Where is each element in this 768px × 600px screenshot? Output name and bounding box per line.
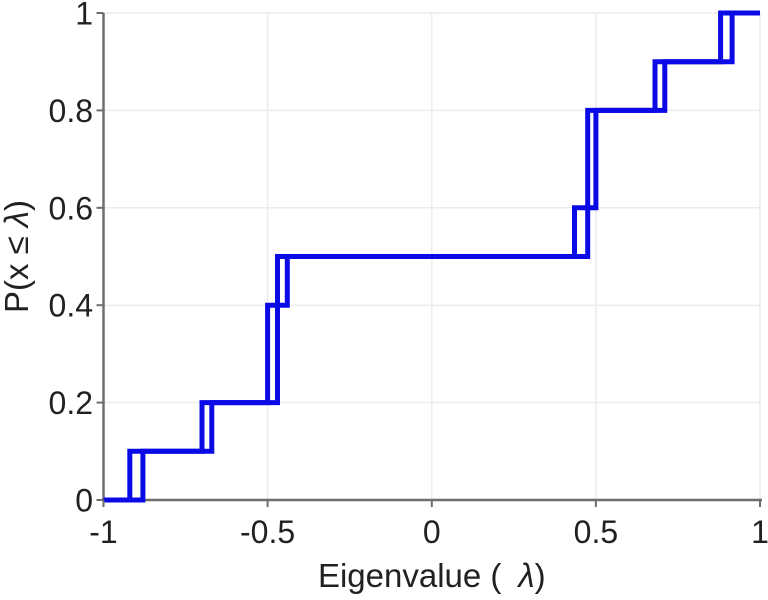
y-tick-label: 0.6 bbox=[49, 190, 93, 226]
y-axis-label: P(x ≤λ) bbox=[0, 200, 35, 313]
x-tick-label: 1 bbox=[751, 514, 768, 550]
x-tick-label: 0 bbox=[423, 514, 441, 550]
y-tick-label: 0.8 bbox=[49, 93, 93, 129]
y-tick-label: 0.4 bbox=[49, 288, 93, 324]
y-tick-label: 1 bbox=[75, 0, 93, 32]
ecdf-curve-2 bbox=[103, 10, 760, 503]
x-tick-label: -0.5 bbox=[240, 514, 295, 550]
y-tick-label: 0 bbox=[75, 483, 93, 519]
y-tick-label: 0.2 bbox=[49, 385, 93, 421]
x-tick-label: 0.5 bbox=[574, 514, 618, 550]
x-tick-label: -1 bbox=[89, 514, 117, 550]
x-axis-label: Eigenvalue (λ) bbox=[318, 557, 546, 594]
